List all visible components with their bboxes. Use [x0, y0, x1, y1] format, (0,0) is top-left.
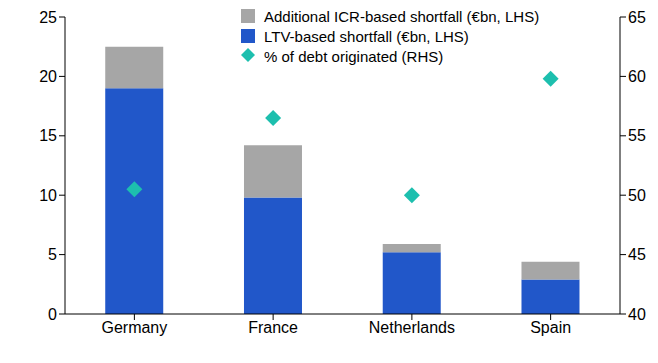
svg-text:Germany: Germany: [101, 319, 167, 336]
svg-text:45: 45: [628, 246, 646, 263]
svg-text:Spain: Spain: [530, 319, 571, 336]
html-text:LTV-based shortfall (€bn, LHS): LTV-based shortfall (€bn, LHS): [264, 27, 469, 45]
svg-text:0: 0: [48, 306, 57, 323]
svg-text:60: 60: [628, 68, 646, 85]
svg-text:10: 10: [39, 187, 57, 204]
svg-text:France: France: [248, 319, 298, 336]
svg-text:Netherlands: Netherlands: [369, 319, 455, 336]
svg-text:40: 40: [628, 306, 646, 323]
svg-text:50: 50: [628, 187, 646, 204]
svg-text:55: 55: [628, 127, 646, 144]
svg-text:65: 65: [628, 9, 646, 26]
html-text:% of debt originated (RHS): % of debt originated (RHS): [264, 47, 444, 65]
html-text:Additional ICR-based shortfall: Additional ICR-based shortfall (€bn, LHS…: [264, 7, 540, 25]
svg-text:5: 5: [48, 246, 57, 263]
svg-text:20: 20: [39, 68, 57, 85]
svg-text:25: 25: [39, 9, 57, 26]
svg-text:15: 15: [39, 127, 57, 144]
